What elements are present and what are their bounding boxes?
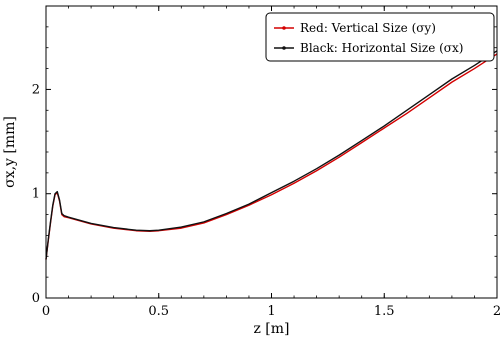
plot-area bbox=[45, 50, 498, 260]
x-tick-label: 1 bbox=[267, 304, 275, 319]
legend: Red: Vertical Size (σy) Black: Horizontal… bbox=[265, 12, 495, 62]
axes: 0 0.5 1 1.5 2 0 1 2 z [m] σx,y [mm] bbox=[2, 5, 501, 337]
legend-marker-0 bbox=[282, 26, 286, 30]
y-tick-label: 2 bbox=[32, 82, 40, 97]
x-tick-label: 1.5 bbox=[374, 304, 395, 319]
y-tick-label: 0 bbox=[32, 291, 40, 306]
y-tick-label: 1 bbox=[32, 187, 40, 202]
legend-box bbox=[265, 12, 495, 62]
series-line-1 bbox=[45, 50, 498, 260]
legend-marker-1 bbox=[282, 46, 286, 50]
x-tick-label: 2 bbox=[493, 304, 501, 319]
x-axis-label: z [m] bbox=[253, 321, 289, 337]
legend-label-1: Black: Horizontal Size (σx) bbox=[300, 41, 463, 55]
y-axis-label: σx,y [mm] bbox=[2, 116, 18, 188]
x-tick-label: 0 bbox=[42, 304, 50, 319]
legend-label-0: Red: Vertical Size (σy) bbox=[300, 21, 436, 35]
series-line-0 bbox=[45, 53, 498, 260]
x-tick-label: 0.5 bbox=[148, 304, 169, 319]
